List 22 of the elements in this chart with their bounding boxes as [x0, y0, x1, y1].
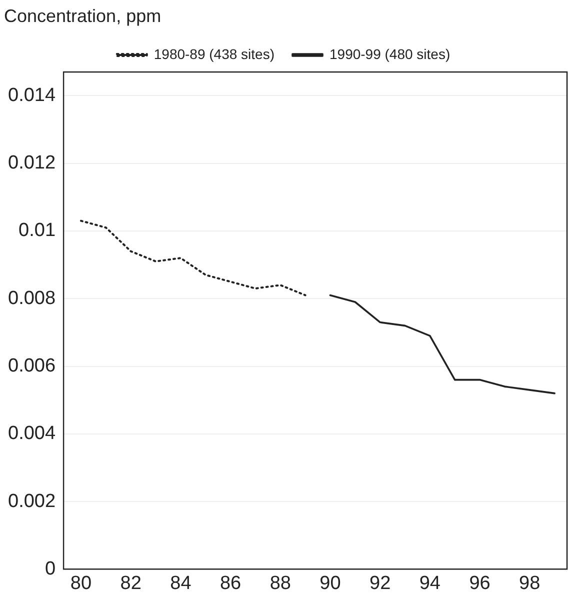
x-tick-label: 92	[370, 572, 391, 594]
y-tick-label: 0.006	[8, 355, 56, 376]
y-axis-title: Concentration, ppm	[4, 6, 162, 26]
x-tick-label: 94	[419, 572, 441, 594]
x-tick-label: 86	[220, 572, 242, 594]
y-tick-label: 0	[44, 558, 56, 580]
legend-label: 1990-99 (480 sites)	[330, 46, 450, 62]
y-tick-label: 0.004	[8, 423, 56, 444]
y-tick-label: 0.008	[8, 288, 56, 309]
y-tick-label: 0.014	[8, 84, 56, 106]
line-series	[80, 220, 306, 296]
x-tick-label: 90	[320, 572, 341, 594]
legend-label: 1980-89 (438 sites)	[154, 46, 275, 62]
x-tick-label: 88	[270, 572, 291, 594]
x-tick-label: 96	[469, 572, 490, 594]
x-tick-label: 82	[120, 572, 142, 594]
y-tick-label: 0.01	[18, 220, 56, 242]
y-tick-label: 0.012	[8, 152, 56, 174]
y-tick-label: 0.002	[8, 490, 56, 512]
x-tick-label: 98	[519, 572, 540, 594]
x-tick-label: 80	[70, 572, 92, 594]
x-tick-label: 84	[170, 572, 192, 594]
